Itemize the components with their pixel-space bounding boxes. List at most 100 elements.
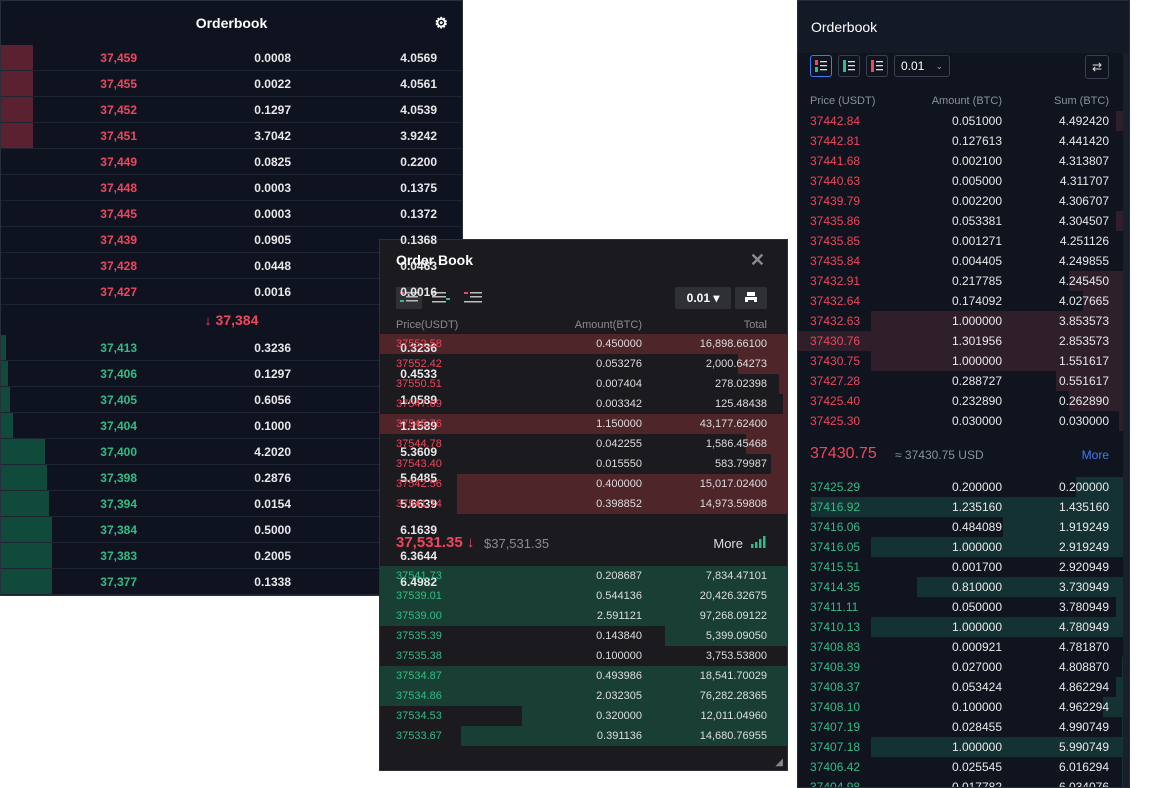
amount-cell: 0.0016 xyxy=(254,284,291,299)
ask-row[interactable]: 37,445 0.0003 0.1372 xyxy=(1,201,462,227)
bid-row[interactable]: 37406.42 0.025545 6.016294 xyxy=(798,757,1129,777)
ask-row[interactable]: 37552.42 0.053276 2,000.64273 xyxy=(380,354,787,374)
bid-row[interactable]: 37541.73 0.208687 7,834.47101 xyxy=(380,566,787,586)
bid-row[interactable]: 37416.92 1.235160 1.435160 xyxy=(798,497,1129,517)
amount-cell: 0.174092 xyxy=(951,294,1002,308)
bid-row[interactable]: 37,405 0.6056 1.0589 xyxy=(1,387,462,413)
bid-row[interactable]: 37,406 0.1297 0.4533 xyxy=(1,361,462,387)
bid-row[interactable]: 37534.87 0.493986 18,541.70029 xyxy=(380,666,787,686)
ask-row[interactable]: 37432.91 0.217785 4.245450 xyxy=(798,271,1129,291)
bid-row[interactable]: 37415.51 0.001700 2.920949 xyxy=(798,557,1129,577)
header-amount: Amount (BTC) xyxy=(931,95,1002,107)
ask-row[interactable]: 37,427 0.0016 0.0016 xyxy=(1,279,462,305)
total-cell: 12,011.04960 xyxy=(700,710,767,722)
bid-row[interactable]: 37,383 0.2005 6.3644 xyxy=(1,543,462,569)
bid-row[interactable]: 37407.19 0.028455 4.990749 xyxy=(798,717,1129,737)
last-price: ↓ 37,384 xyxy=(204,312,259,328)
ask-row[interactable]: 37435.84 0.004405 4.249855 xyxy=(798,251,1129,271)
ask-row[interactable]: 37,428 0.0448 0.0463 xyxy=(1,253,462,279)
bid-row[interactable]: 37425.29 0.200000 0.200000 xyxy=(798,477,1129,497)
ask-row[interactable]: 37541.74 0.398852 14,973.59808 xyxy=(380,494,787,514)
ask-row[interactable]: 37552.58 0.450000 16,898.66100 xyxy=(380,334,787,354)
ask-row[interactable]: 37425.40 0.232890 0.262890 xyxy=(798,391,1129,411)
total-cell: 0.4533 xyxy=(400,366,437,381)
ask-row[interactable]: 37,439 0.0905 0.1368 xyxy=(1,227,462,253)
ask-row[interactable]: 37435.85 0.001271 4.251126 xyxy=(798,231,1129,251)
more-link[interactable]: More xyxy=(713,536,743,551)
bid-row[interactable]: 37533.67 0.391136 14,680.76955 xyxy=(380,726,787,746)
bid-row[interactable]: 37535.39 0.143840 5,399.09050 xyxy=(380,626,787,646)
ask-row[interactable]: 37544.78 0.042255 1,586.45468 xyxy=(380,434,787,454)
close-icon[interactable]: ✕ xyxy=(749,250,765,270)
price-cell: 37,428 xyxy=(100,258,137,273)
ask-row[interactable]: 37,451 3.7042 3.9242 xyxy=(1,123,462,149)
view-both-icon[interactable] xyxy=(396,287,422,309)
ask-row[interactable]: 37430.76 1.301956 2.853573 xyxy=(798,331,1129,351)
amount-cell: 0.200000 xyxy=(951,480,1002,494)
ask-row[interactable]: 37550.51 0.007404 278.02398 xyxy=(380,374,787,394)
ask-row[interactable]: 37442.81 0.127613 4.441420 xyxy=(798,131,1129,151)
settings-swap-icon[interactable]: ⇄ xyxy=(1085,55,1109,79)
ask-row[interactable]: 37542.56 0.400000 15,017.02400 xyxy=(380,474,787,494)
ask-row[interactable]: 37440.63 0.005000 4.311707 xyxy=(798,171,1129,191)
bid-row[interactable]: 37414.35 0.810000 3.730949 xyxy=(798,577,1129,597)
bid-row[interactable]: 37,404 0.1000 1.1589 xyxy=(1,413,462,439)
bid-row[interactable]: 37410.13 1.000000 4.780949 xyxy=(798,617,1129,637)
bid-row[interactable]: 37,394 0.0154 5.6639 xyxy=(1,491,462,517)
view-asks-icon[interactable] xyxy=(866,55,888,77)
ask-row[interactable]: 37442.84 0.051000 4.492420 xyxy=(798,111,1129,131)
ask-row[interactable]: 37439.79 0.002200 4.306707 xyxy=(798,191,1129,211)
bid-row[interactable]: 37,377 0.1338 6.4982 xyxy=(1,569,462,595)
ask-row[interactable]: 37432.63 1.000000 3.853573 xyxy=(798,311,1129,331)
ask-row[interactable]: 37432.64 0.174092 4.027665 xyxy=(798,291,1129,311)
bid-row[interactable]: 37534.53 0.320000 12,011.04960 xyxy=(380,706,787,726)
scrollbar[interactable] xyxy=(1123,53,1129,787)
bid-row[interactable]: 37539.01 0.544136 20,426.32675 xyxy=(380,586,787,606)
ask-row[interactable]: 37,452 0.1297 4.0539 xyxy=(1,97,462,123)
ask-row[interactable]: 37,455 0.0022 4.0561 xyxy=(1,71,462,97)
ask-row[interactable]: 37430.75 1.000000 1.551617 xyxy=(798,351,1129,371)
bid-row[interactable]: 37539.00 2.591121 97,268.09122 xyxy=(380,606,787,626)
bid-row[interactable]: 37408.37 0.053424 4.862294 xyxy=(798,677,1129,697)
ask-row[interactable]: 37543.40 0.015550 583.79987 xyxy=(380,454,787,474)
amount-cell: 0.2876 xyxy=(254,470,291,485)
bid-row[interactable]: 37408.10 0.100000 4.962294 xyxy=(798,697,1129,717)
amount-cell: 0.493986 xyxy=(596,670,642,682)
bid-row[interactable]: 37416.05 1.000000 2.919249 xyxy=(798,537,1129,557)
resize-handle-icon[interactable]: ◢ xyxy=(775,757,783,768)
view-asks-icon[interactable] xyxy=(460,287,486,309)
ask-row[interactable]: 37427.28 0.288727 0.551617 xyxy=(798,371,1129,391)
precision-select[interactable]: 0.01 ▾ xyxy=(675,287,731,309)
view-both-icon[interactable] xyxy=(810,55,832,77)
ask-row[interactable]: 37425.30 0.030000 0.030000 xyxy=(798,411,1129,431)
view-bids-icon[interactable] xyxy=(428,287,454,309)
bid-row[interactable]: 37416.06 0.484089 1.919249 xyxy=(798,517,1129,537)
ask-row[interactable]: 37545.76 1.150000 43,177.62400 xyxy=(380,414,787,434)
bid-row[interactable]: 37535.38 0.100000 3,753.53800 xyxy=(380,646,787,666)
precision-select[interactable]: 0.01 ⌄ xyxy=(894,55,950,77)
bid-row[interactable]: 37411.11 0.050000 3.780949 xyxy=(798,597,1129,617)
bid-row[interactable]: 37408.83 0.000921 4.781870 xyxy=(798,637,1129,657)
amount-cell: 0.288727 xyxy=(951,374,1002,388)
depth-bar xyxy=(1069,391,1129,411)
ask-row[interactable]: 37,449 0.0825 0.2200 xyxy=(1,149,462,175)
amount-cell: 2.591121 xyxy=(596,610,642,622)
bid-row[interactable]: 37534.86 2.032305 76,282.28365 xyxy=(380,686,787,706)
bid-row[interactable]: 37,413 0.3236 0.3236 xyxy=(1,335,462,361)
bid-row[interactable]: 37,400 4.2020 5.3609 xyxy=(1,439,462,465)
bid-row[interactable]: 37404.98 0.017782 6.034076 xyxy=(798,777,1129,787)
bid-row[interactable]: 37407.18 1.000000 5.990749 xyxy=(798,737,1129,757)
gear-icon[interactable]: ⚙ xyxy=(434,15,448,32)
bid-row[interactable]: 37408.39 0.027000 4.808870 xyxy=(798,657,1129,677)
ask-row[interactable]: 37435.86 0.053381 4.304507 xyxy=(798,211,1129,231)
print-icon[interactable] xyxy=(735,287,767,309)
ask-row[interactable]: 37441.68 0.002100 4.313807 xyxy=(798,151,1129,171)
depth-bar xyxy=(811,497,1129,517)
bid-row[interactable]: 37,384 0.5000 6.1639 xyxy=(1,517,462,543)
ask-row[interactable]: 37547.69 0.003342 125.48438 xyxy=(380,394,787,414)
ask-row[interactable]: 37,459 0.0008 4.0569 xyxy=(1,45,462,71)
bid-row[interactable]: 37,398 0.2876 5.6485 xyxy=(1,465,462,491)
more-link[interactable]: More xyxy=(1081,448,1109,462)
ask-row[interactable]: 37,448 0.0003 0.1375 xyxy=(1,175,462,201)
view-bids-icon[interactable] xyxy=(838,55,860,77)
